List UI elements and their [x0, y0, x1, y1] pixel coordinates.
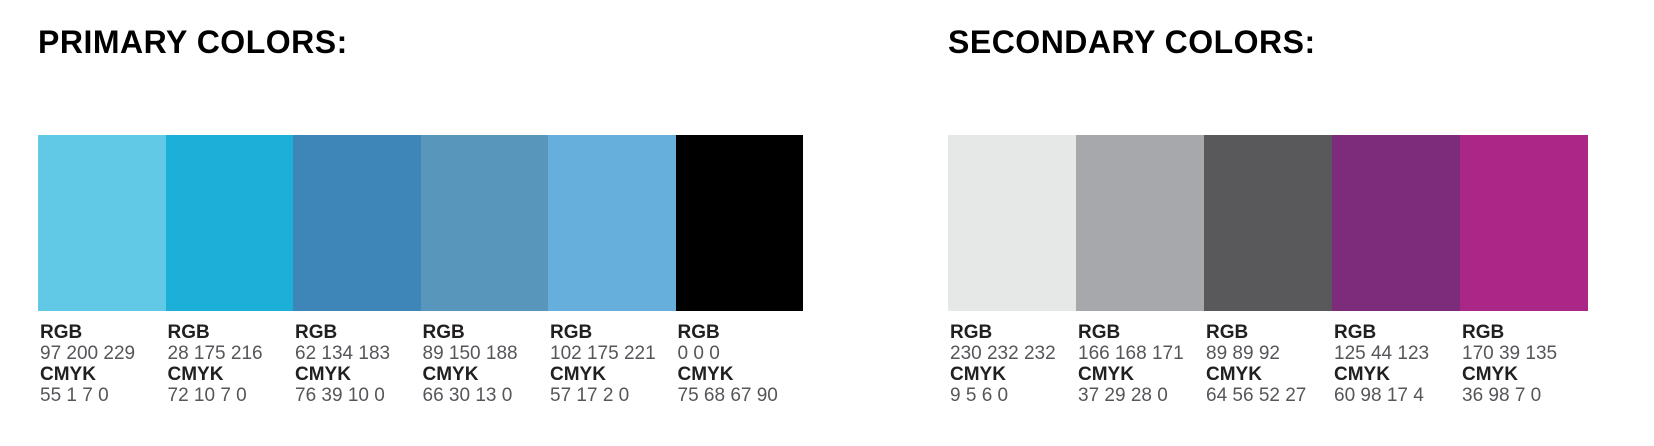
rgb-label: RGB — [950, 322, 993, 343]
swatch-info: RGB 89 150 188 CMYK 66 30 13 0 — [421, 322, 549, 406]
cmyk-label: CMYK — [167, 364, 224, 385]
swatch-info: RGB 125 44 123 CMYK 60 98 17 4 — [1332, 322, 1460, 406]
cmyk-label: CMYK — [1462, 364, 1518, 385]
cmyk-value: 76 39 10 0 — [295, 385, 385, 406]
swatch-info: RGB 97 200 229 CMYK 55 1 7 0 — [38, 322, 166, 406]
primary-info-row: RGB 97 200 229 CMYK 55 1 7 0 RGB 28 175 … — [38, 322, 803, 406]
cmyk-label: CMYK — [950, 364, 1006, 385]
rgb-value: 102 175 221 — [550, 343, 656, 364]
swatch-info: RGB 102 175 221 CMYK 57 17 2 0 — [548, 322, 676, 406]
primary-swatch-band — [38, 135, 803, 311]
rgb-label: RGB — [1462, 322, 1505, 343]
cmyk-value: 55 1 7 0 — [40, 385, 109, 406]
swatch-info: RGB 230 232 232 CMYK 9 5 6 0 — [948, 322, 1076, 406]
swatch-info: RGB 28 175 216 CMYK 72 10 7 0 — [166, 322, 294, 406]
cmyk-value: 72 10 7 0 — [167, 385, 247, 406]
cmyk-value: 37 29 28 0 — [1078, 385, 1168, 406]
rgb-value: 62 134 183 — [295, 343, 391, 364]
rgb-value: 28 175 216 — [167, 343, 263, 364]
swatch-info: RGB 0 0 0 CMYK 75 68 67 90 — [676, 322, 804, 406]
rgb-value: 125 44 123 — [1334, 343, 1430, 364]
rgb-label: RGB — [40, 322, 83, 343]
rgb-value: 170 39 135 — [1462, 343, 1558, 364]
color-swatch — [38, 135, 166, 311]
primary-colors-heading: PRIMARY COLORS: — [38, 24, 348, 60]
rgb-label: RGB — [1206, 322, 1249, 343]
color-swatch — [1076, 135, 1204, 311]
color-swatch — [675, 135, 803, 311]
cmyk-label: CMYK — [1206, 364, 1262, 385]
cmyk-value: 66 30 13 0 — [422, 385, 513, 406]
color-swatch — [293, 135, 421, 311]
cmyk-value: 9 5 6 0 — [950, 385, 1009, 406]
color-swatch — [1204, 135, 1332, 311]
rgb-label: RGB — [1334, 322, 1377, 343]
secondary-info-row: RGB 230 232 232 CMYK 9 5 6 0 RGB 166 168… — [948, 322, 1588, 406]
rgb-label: RGB — [1078, 322, 1121, 343]
rgb-label: RGB — [167, 322, 210, 343]
cmyk-value: 57 17 2 0 — [550, 385, 630, 406]
cmyk-label: CMYK — [1334, 364, 1390, 385]
cmyk-label: CMYK — [295, 364, 351, 385]
rgb-value: 0 0 0 — [677, 343, 720, 364]
color-swatch — [1332, 135, 1460, 311]
swatch-info: RGB 62 134 183 CMYK 76 39 10 0 — [293, 322, 421, 406]
swatch-info: RGB 89 89 92 CMYK 64 56 52 27 — [1204, 322, 1332, 406]
color-swatch — [948, 135, 1076, 311]
cmyk-label: CMYK — [1078, 364, 1134, 385]
rgb-value: 89 150 188 — [422, 343, 518, 364]
rgb-label: RGB — [295, 322, 338, 343]
color-swatch — [165, 135, 293, 311]
cmyk-label: CMYK — [550, 364, 606, 385]
cmyk-label: CMYK — [40, 364, 96, 385]
rgb-value: 166 168 171 — [1078, 343, 1184, 364]
cmyk-label: CMYK — [422, 364, 479, 385]
rgb-value: 89 89 92 — [1206, 343, 1280, 364]
color-swatch — [548, 135, 676, 311]
cmyk-value: 64 56 52 27 — [1206, 385, 1307, 406]
swatch-info: RGB 170 39 135 CMYK 36 98 7 0 — [1460, 322, 1588, 406]
cmyk-value: 75 68 67 90 — [677, 385, 778, 406]
rgb-label: RGB — [422, 322, 465, 343]
color-swatch — [1460, 135, 1588, 311]
swatch-info: RGB 166 168 171 CMYK 37 29 28 0 — [1076, 322, 1204, 406]
rgb-value: 97 200 229 — [40, 343, 136, 364]
rgb-label: RGB — [550, 322, 593, 343]
secondary-swatch-band — [948, 135, 1588, 311]
cmyk-value: 60 98 17 4 — [1334, 385, 1424, 406]
cmyk-value: 36 98 7 0 — [1462, 385, 1542, 406]
color-swatch — [420, 135, 548, 311]
rgb-value: 230 232 232 — [950, 343, 1056, 364]
cmyk-label: CMYK — [677, 364, 734, 385]
secondary-colors-heading: SECONDARY COLORS: — [948, 24, 1316, 60]
rgb-label: RGB — [677, 322, 720, 343]
